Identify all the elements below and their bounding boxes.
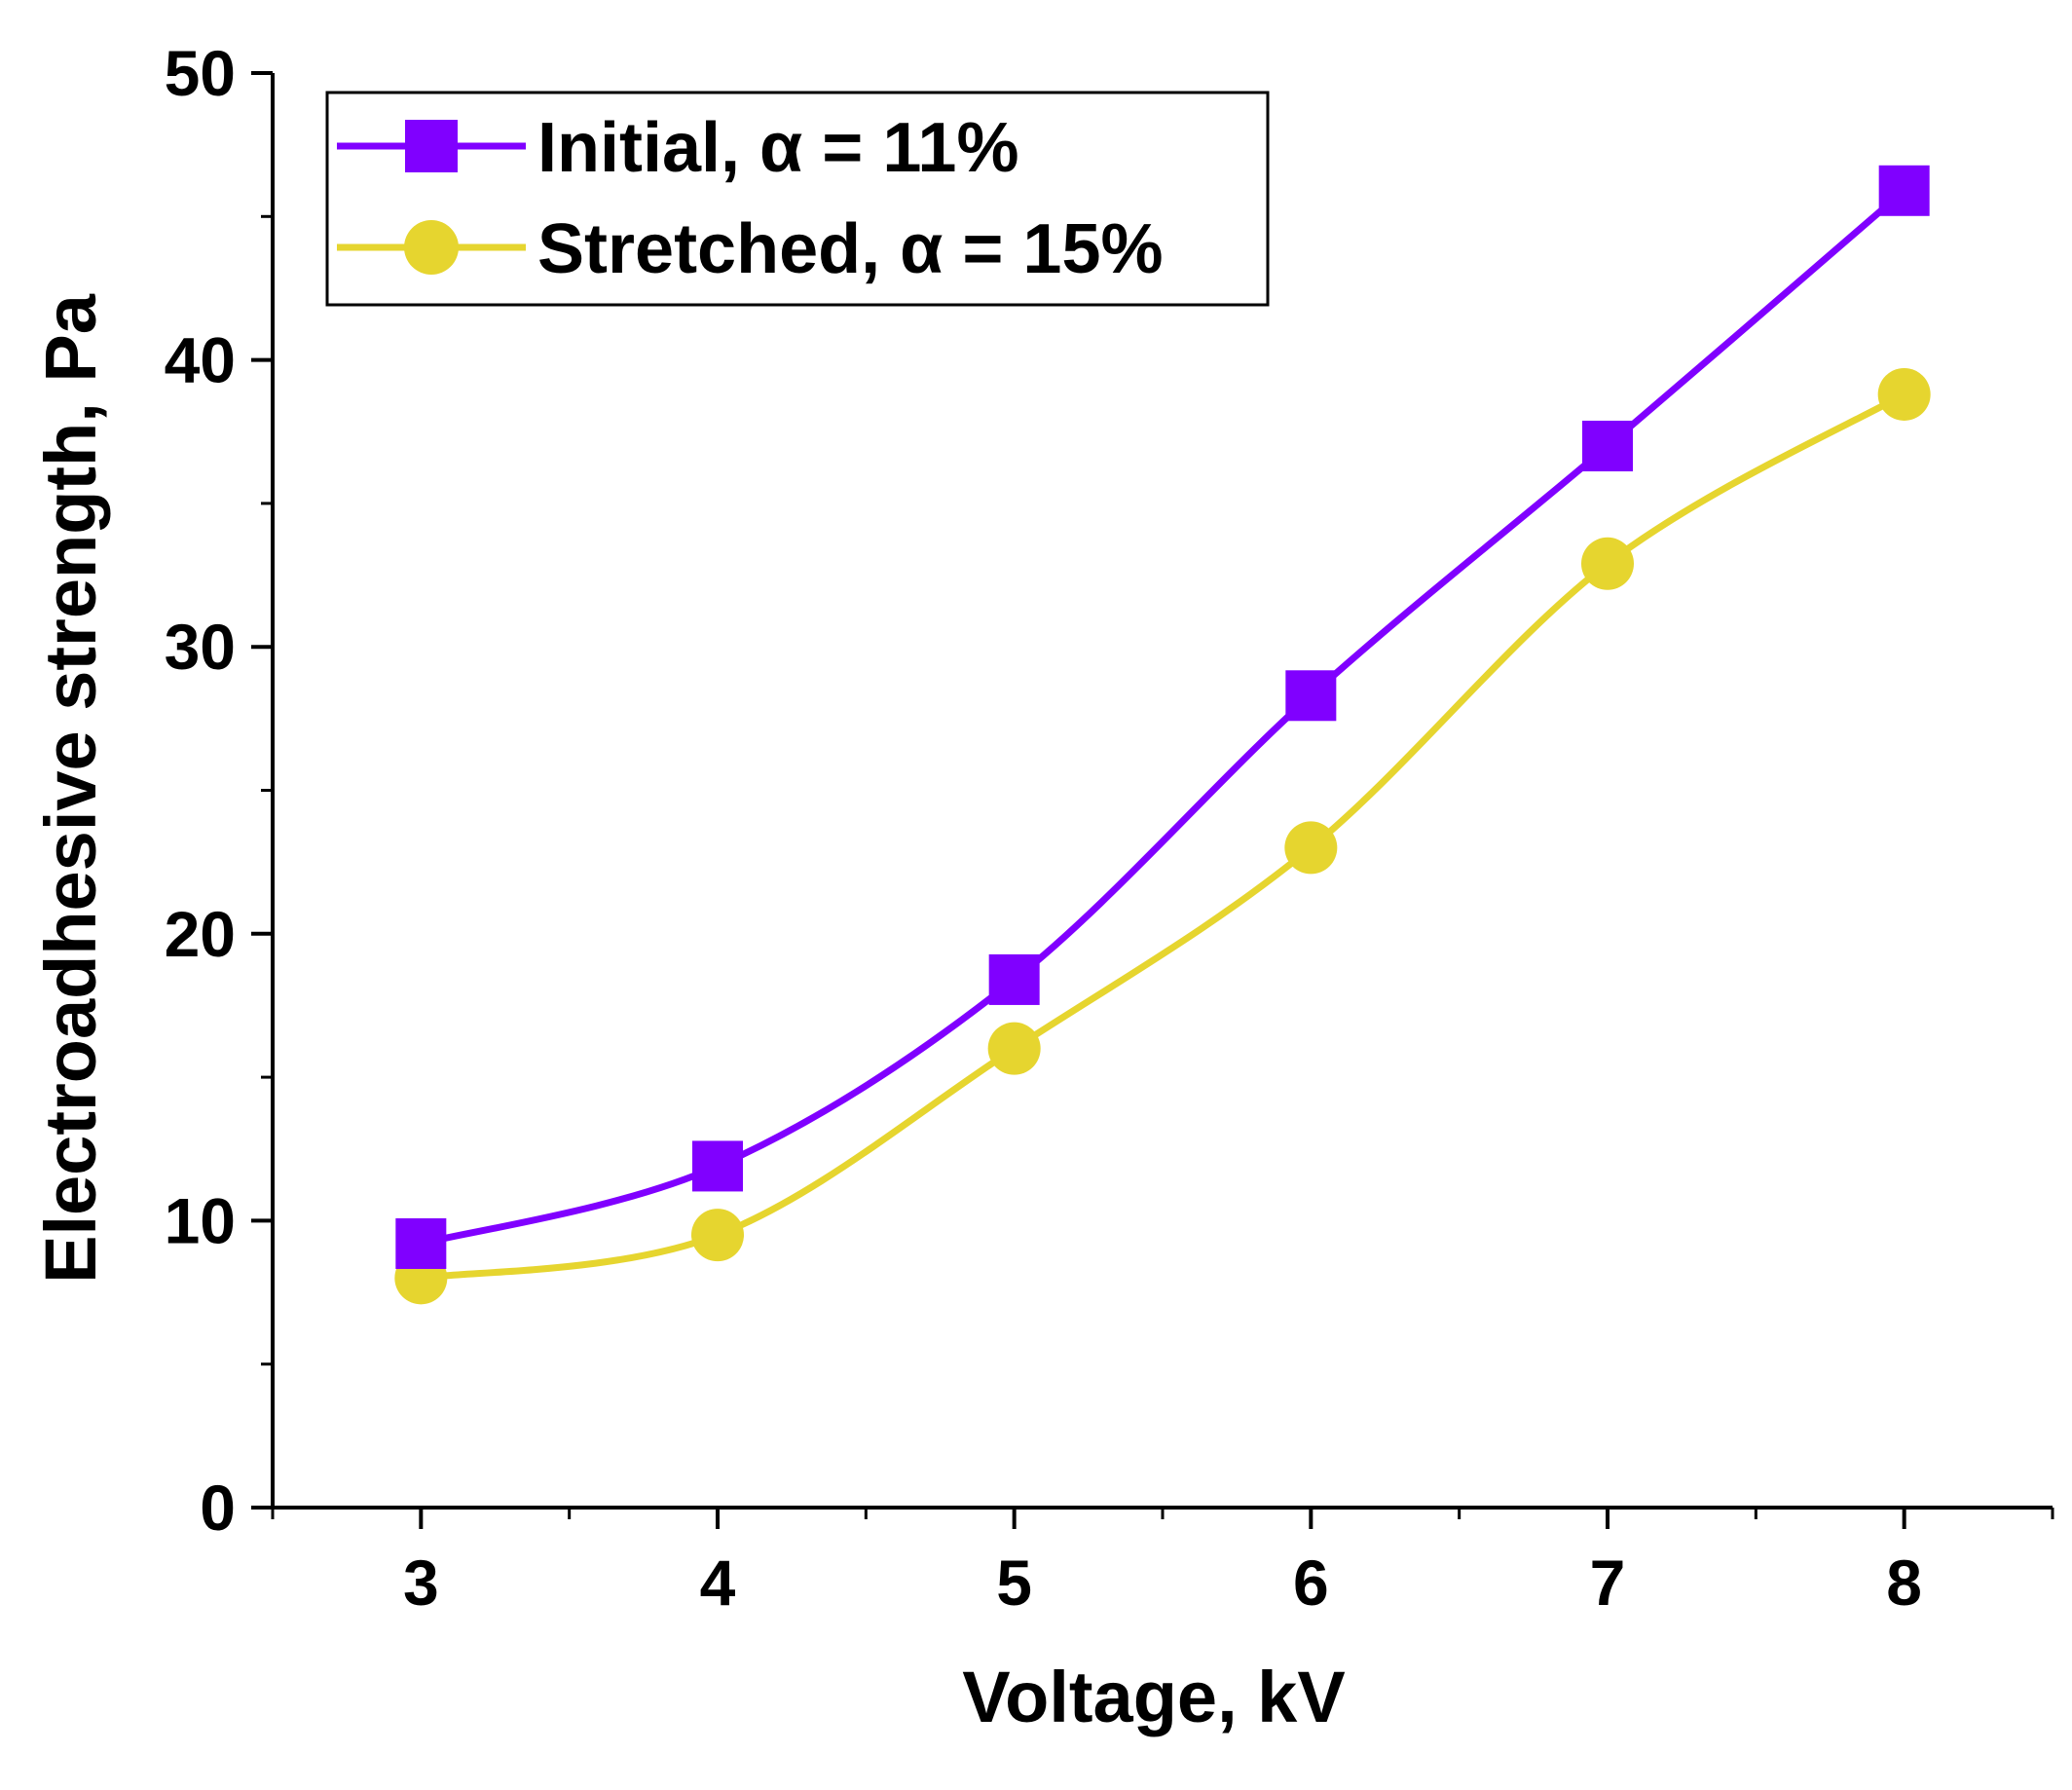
legend-label: Stretched, α = 15% [537, 210, 1164, 288]
legend-box [325, 91, 1270, 307]
legend-marker-square [405, 120, 458, 172]
x-tick-label: 8 [1886, 1547, 1922, 1619]
data-point-square [692, 1140, 743, 1192]
data-point-circle [987, 1022, 1041, 1075]
series-circle [394, 367, 1931, 1305]
data-point-square [988, 953, 1040, 1005]
y-tick-label: 10 [165, 1184, 236, 1256]
data-point-circle [1877, 367, 1931, 421]
legend-marker-circle [404, 220, 459, 275]
series-line [420, 188, 1906, 1248]
y-tick-label: 40 [165, 324, 236, 396]
data-point-circle [691, 1209, 744, 1262]
x-tick-label: 6 [1293, 1547, 1329, 1619]
data-point-square [395, 1217, 447, 1269]
series-layer [394, 165, 1931, 1305]
x-tick-label: 7 [1590, 1547, 1626, 1619]
series-line [420, 391, 1906, 1282]
y-tick-label: 0 [200, 1472, 236, 1544]
x-tick-label: 5 [996, 1547, 1032, 1619]
data-point-square [1285, 670, 1337, 722]
y-axis-title: Electroadhesive strength, Pa [30, 293, 111, 1284]
legend: Initial, α = 11% Stretched, α = 15% [325, 91, 1270, 307]
x-axis-title: Voltage, kV [962, 1657, 1345, 1737]
x-tick-label: 4 [700, 1547, 736, 1619]
data-point-square [1878, 165, 1930, 216]
data-point-square [1582, 420, 1633, 471]
axes: 0 10 20 30 40 50 3 4 5 6 7 8 [165, 37, 2054, 1619]
legend-label: Initial, α = 11% [537, 109, 1018, 187]
y-tick-label: 50 [165, 37, 236, 109]
data-point-circle [1284, 821, 1338, 875]
x-tick-label: 3 [403, 1547, 439, 1619]
y-tick-label: 20 [165, 898, 236, 970]
data-point-circle [1581, 537, 1634, 590]
y-tick-label: 30 [165, 611, 236, 683]
series-square [395, 165, 1930, 1269]
